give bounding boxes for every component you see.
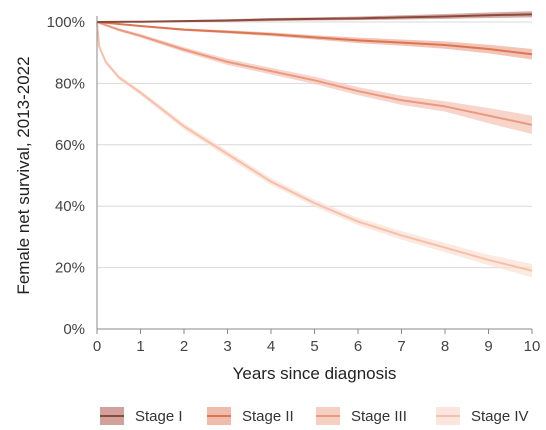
x-tick-label: 4	[267, 338, 275, 355]
series-lines	[96, 13, 533, 272]
y-tick-label: 100%	[47, 14, 85, 31]
legend-item: Stage IV	[436, 407, 529, 425]
x-tick-label: 5	[310, 338, 318, 355]
x-tick-label: 7	[397, 338, 405, 355]
x-tick-label: 2	[180, 338, 188, 355]
gridlines	[97, 21, 532, 269]
confidence-band	[97, 21, 532, 135]
confidence-band	[97, 21, 532, 278]
legend: Stage I Stage II Stage III Stage IV	[100, 407, 529, 425]
legend-label: Stage IV	[471, 408, 529, 425]
y-tick-label: 60%	[55, 137, 85, 154]
x-tick-label: 1	[136, 338, 144, 355]
y-tick-label: 40%	[55, 198, 85, 215]
series-line	[96, 21, 533, 126]
y-tick-label: 80%	[55, 75, 85, 92]
tick-labels: 0% 20% 40% 60% 80% 100% 0 1 2 3 4 5 6 7 8 9 10	[47, 14, 541, 355]
series-line	[96, 13, 533, 23]
y-tick-label: 20%	[55, 260, 85, 277]
y-tick-label: 0%	[63, 321, 85, 338]
x-axis-title: Years since diagnosis	[233, 364, 397, 383]
legend-item: Stage III	[316, 407, 407, 425]
legend-item: Stage I	[100, 407, 183, 425]
series-line	[96, 21, 533, 56]
x-tick-label: 6	[354, 338, 362, 355]
y-axis-title: Female net survival, 2013-2022	[14, 56, 33, 294]
x-tick-label: 3	[223, 338, 231, 355]
legend-label: Stage II	[242, 408, 294, 425]
x-tick-label: 10	[524, 338, 541, 355]
x-tick-label: 9	[484, 338, 492, 355]
axes	[96, 16, 532, 330]
x-tick-label: 8	[441, 338, 449, 355]
legend-label: Stage I	[135, 408, 183, 425]
legend-label: Stage III	[351, 408, 407, 425]
series-line	[96, 21, 533, 272]
legend-item: Stage II	[207, 407, 294, 425]
x-tick-label: 0	[93, 338, 101, 355]
